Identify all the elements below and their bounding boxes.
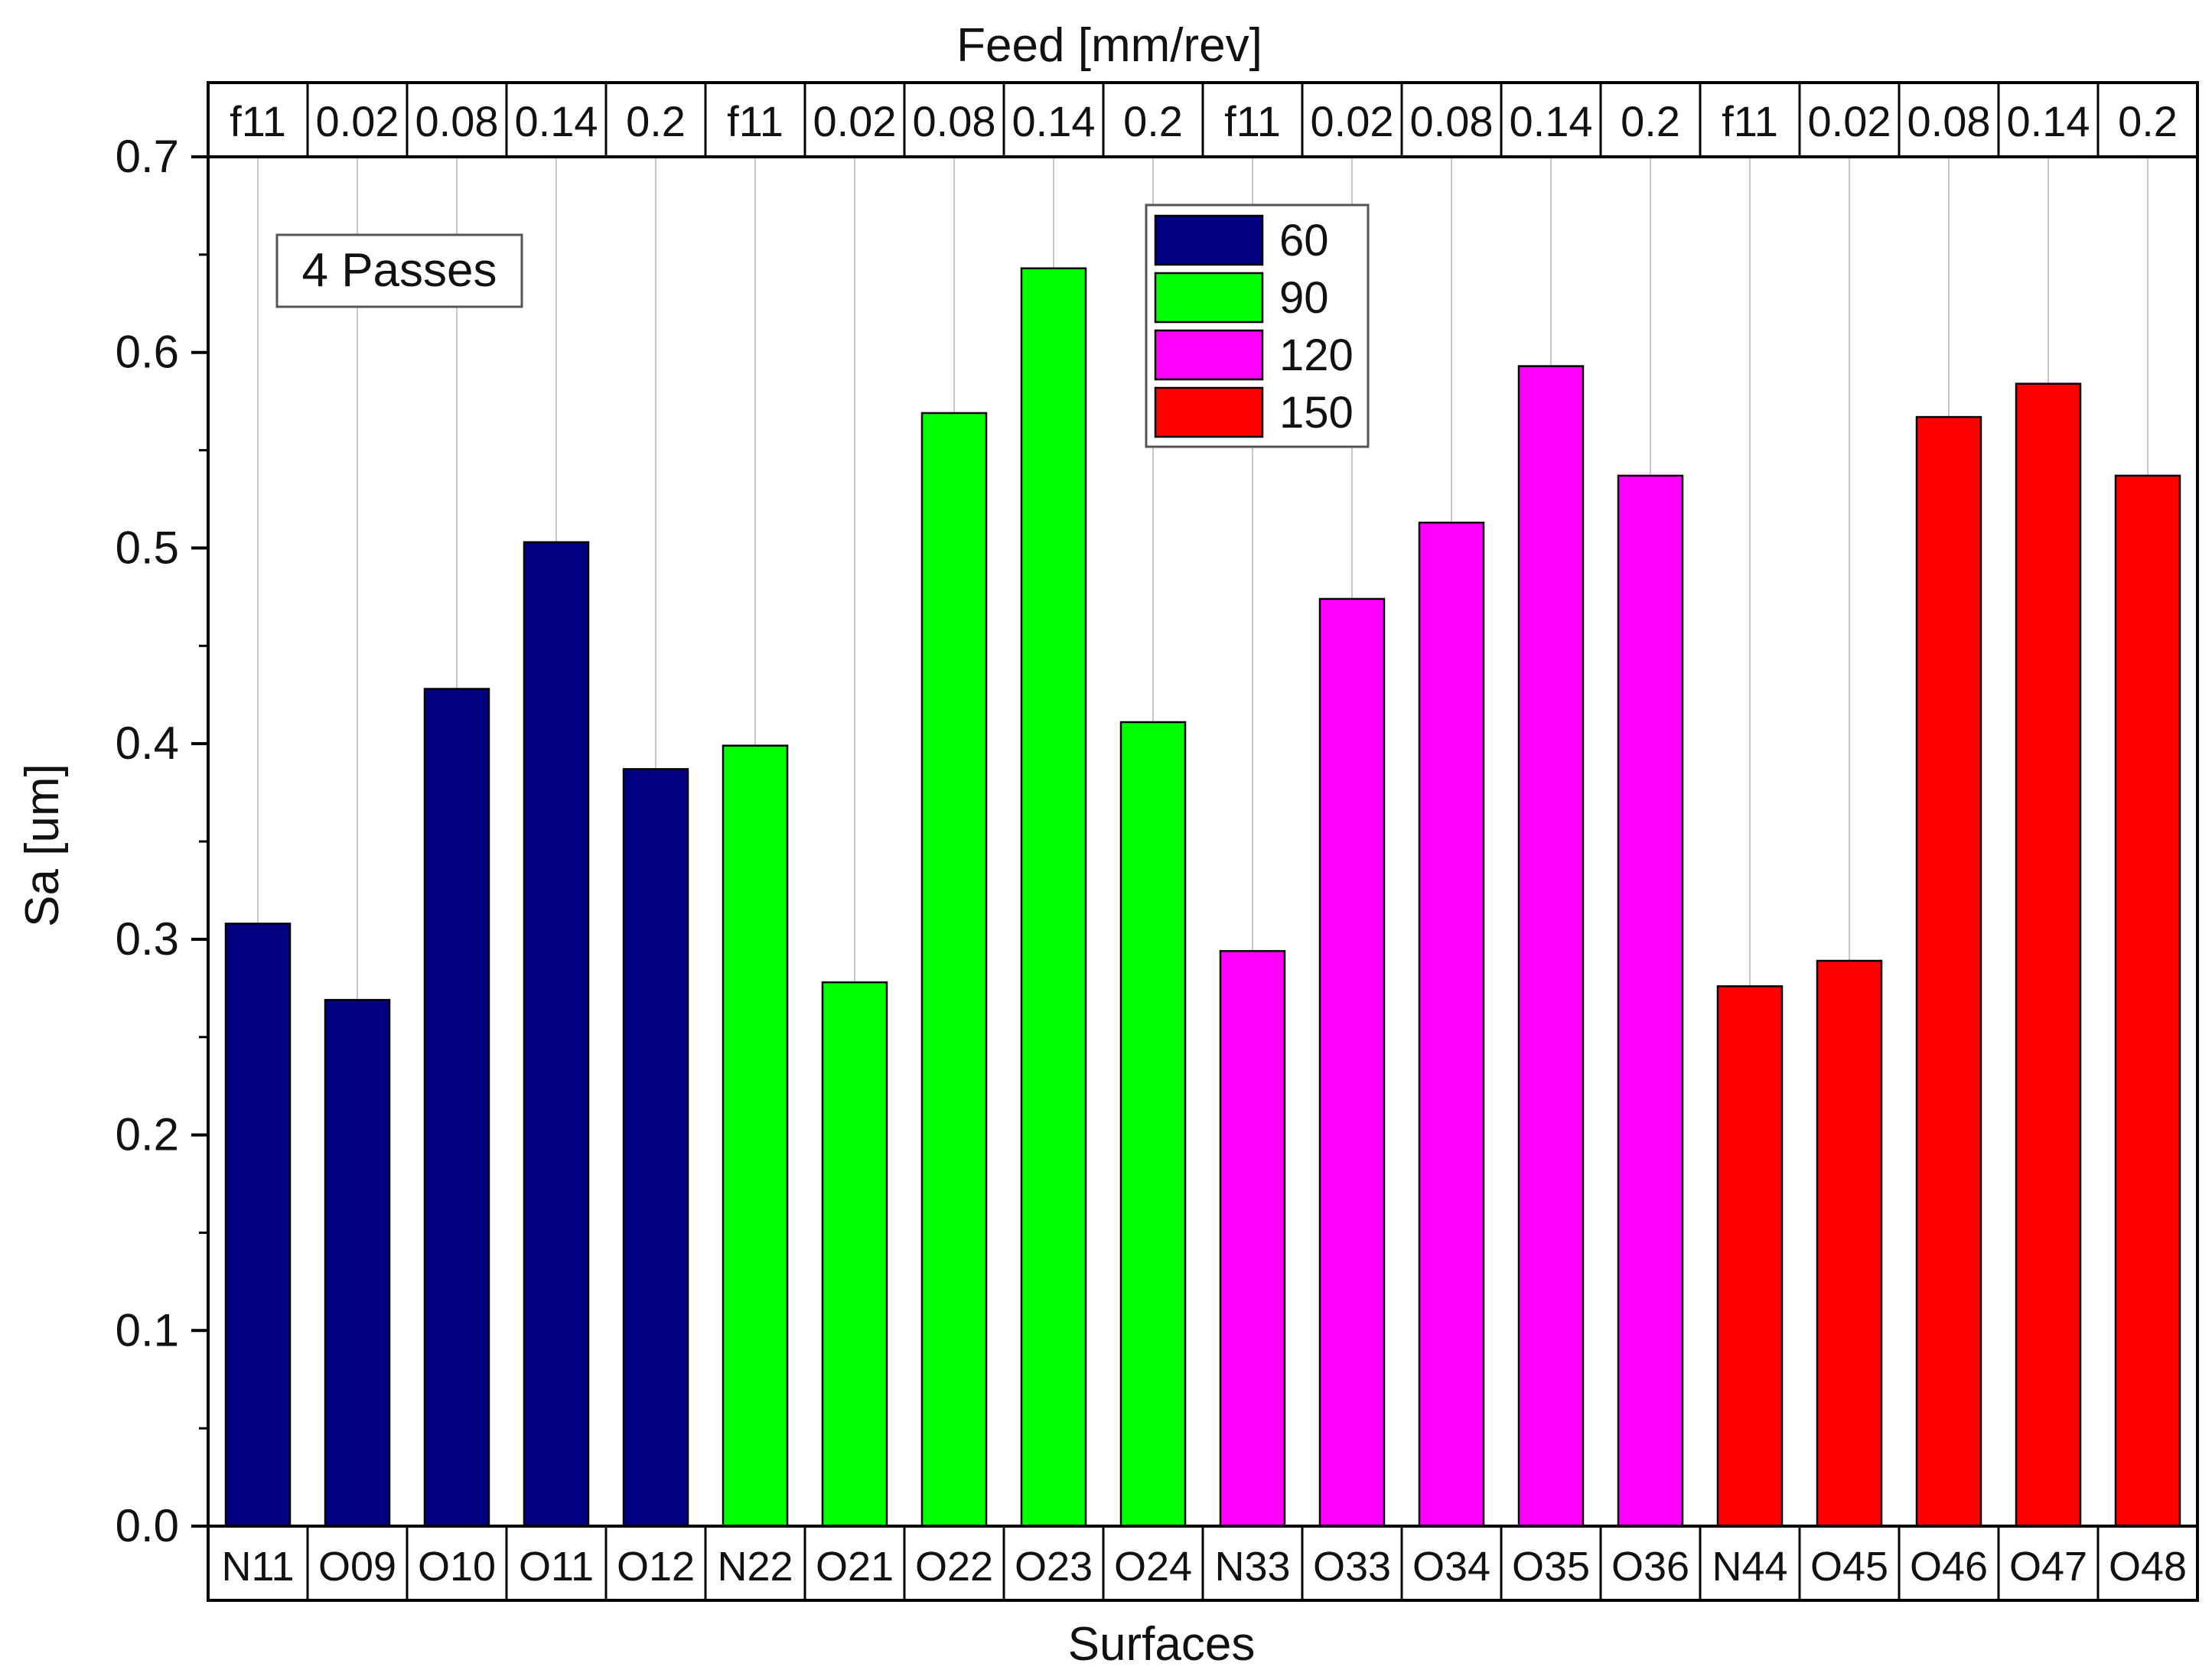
bar-O34 [1418, 521, 1485, 1528]
feed-label: f11 [230, 97, 286, 145]
legend-label-90: 90 [1279, 273, 1329, 323]
surface-label: N11 [221, 1544, 294, 1590]
bar-O11 [523, 541, 590, 1528]
surface-label: O22 [915, 1544, 993, 1590]
legend-label-60: 60 [1279, 216, 1329, 265]
surface-label: O35 [1512, 1544, 1590, 1590]
legend-swatch-120 [1154, 329, 1264, 381]
surface-label: O23 [1015, 1544, 1093, 1590]
bar-O47 [2015, 382, 2082, 1528]
x-axis-title: Surfaces [1068, 1618, 1256, 1671]
bar-O12 [622, 768, 689, 1528]
bar-N44 [1716, 985, 1784, 1528]
surface-label: O47 [2009, 1544, 2087, 1590]
feed-label: 0.14 [515, 97, 598, 145]
y-tick-label: 0.1 [116, 1304, 179, 1356]
feed-label: f11 [1224, 97, 1281, 145]
bar-O10 [423, 688, 490, 1528]
surface-label: O36 [1611, 1544, 1689, 1590]
surface-label: O45 [1810, 1544, 1888, 1590]
surface-label: N22 [717, 1544, 793, 1590]
surface-label: O11 [519, 1544, 594, 1590]
surface-label: N44 [1712, 1544, 1787, 1590]
feed-label: 0.2 [1621, 97, 1680, 145]
bar-O22 [920, 412, 988, 1528]
surface-label: O34 [1412, 1544, 1490, 1590]
feed-label: f11 [1722, 97, 1778, 145]
surface-label: O33 [1313, 1544, 1391, 1590]
legend-swatch-90 [1154, 272, 1264, 324]
bar-O09 [324, 998, 391, 1528]
surface-label: O46 [1910, 1544, 1988, 1590]
legend: 60 90 120 150 [1145, 203, 1370, 448]
legend-label-120: 120 [1279, 330, 1354, 380]
feed-label: f11 [727, 97, 783, 145]
bar-O24 [1119, 721, 1187, 1528]
bar-O35 [1517, 365, 1585, 1528]
annotation-text: 4 Passes [301, 244, 497, 297]
feed-label: 0.02 [316, 97, 399, 145]
feed-label: 0.02 [1311, 97, 1394, 145]
feed-label: 0.02 [1808, 97, 1891, 145]
feed-label: 0.2 [626, 97, 686, 145]
legend-label-150: 150 [1279, 388, 1354, 438]
y-tick-label: 0.0 [116, 1500, 179, 1551]
y-tick-label: 0.7 [116, 131, 179, 182]
y-axis-title: Sa [um] [16, 763, 69, 927]
feed-label: 0.2 [1123, 97, 1183, 145]
bar-O48 [2114, 474, 2181, 1528]
bar-N22 [722, 744, 789, 1528]
feed-label: 0.08 [1410, 97, 1494, 145]
surface-label: O12 [617, 1544, 695, 1590]
surface-label: N33 [1214, 1544, 1290, 1590]
top-axis-title: Feed [mm/rev] [956, 19, 1262, 72]
y-tick-label: 0.3 [116, 913, 179, 965]
y-tick-label: 0.4 [116, 718, 179, 769]
bar-O21 [821, 981, 888, 1528]
feed-label: 0.14 [1510, 97, 1593, 145]
bar-O46 [1915, 415, 1982, 1528]
bar-O23 [1020, 267, 1087, 1528]
annotation-box: 4 Passes [275, 233, 523, 308]
bar-O36 [1617, 474, 1684, 1528]
bar-N11 [224, 923, 292, 1528]
surface-label: O24 [1114, 1544, 1192, 1590]
legend-swatch-60 [1154, 214, 1264, 266]
surface-label: O48 [2109, 1544, 2187, 1590]
bar-N33 [1219, 949, 1286, 1528]
feed-label: 0.08 [415, 97, 499, 145]
surface-label: O21 [816, 1544, 894, 1590]
legend-swatch-150 [1154, 386, 1264, 438]
feed-label: 0.2 [2118, 97, 2178, 145]
feed-label: 0.14 [1012, 97, 1096, 145]
feed-label: 0.08 [913, 97, 996, 145]
feed-label: 0.14 [2007, 97, 2090, 145]
y-tick-label: 0.6 [116, 327, 179, 378]
feed-label: 0.02 [813, 97, 897, 145]
y-tick-label: 0.2 [116, 1109, 179, 1160]
y-tick-label: 0.5 [116, 522, 179, 573]
surface-label: O09 [318, 1544, 396, 1590]
bar-O45 [1816, 959, 1883, 1528]
surface-label: O10 [418, 1544, 496, 1590]
bar-O33 [1318, 597, 1386, 1528]
feed-label: 0.08 [1907, 97, 1991, 145]
